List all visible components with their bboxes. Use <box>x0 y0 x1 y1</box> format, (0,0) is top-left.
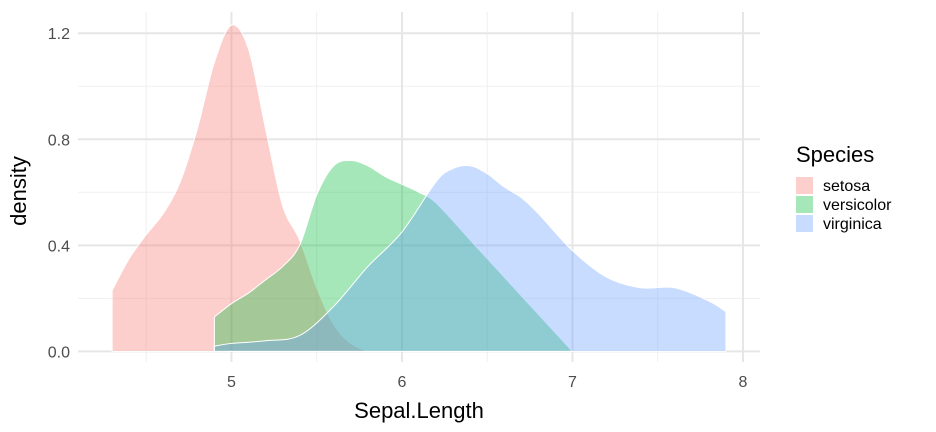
density-areas <box>111 24 727 352</box>
legend-key-virginica <box>796 215 813 232</box>
y-axis-title: density <box>6 156 31 226</box>
y-tick-label: 0.0 <box>48 344 70 361</box>
x-tick-label: 6 <box>397 374 406 391</box>
y-axis-tick-labels: 0.0 0.4 0.8 1.2 <box>48 26 70 361</box>
legend-key-setosa <box>796 177 813 194</box>
legend-items: setosa versicolor virginica <box>796 177 892 233</box>
x-tick-label: 7 <box>568 374 577 391</box>
x-axis-tick-labels: 5 6 7 8 <box>227 374 748 391</box>
legend-label-virginica: virginica <box>823 216 882 233</box>
legend-label-setosa: setosa <box>823 178 870 195</box>
legend-title: Species <box>796 142 874 167</box>
x-tick-label: 5 <box>227 374 236 391</box>
y-tick-label: 0.8 <box>48 132 70 149</box>
density-area-versicolor <box>213 159 574 352</box>
legend-key-versicolor <box>796 196 813 213</box>
legend: Species setosa versicolor virginica <box>796 142 892 233</box>
legend-label-versicolor: versicolor <box>823 197 892 214</box>
y-tick-label: 1.2 <box>48 26 70 43</box>
x-axis-title: Sepal.Length <box>354 398 484 423</box>
density-area-virginica <box>213 164 727 352</box>
x-tick-label: 8 <box>738 374 747 391</box>
y-tick-label: 0.4 <box>48 238 70 255</box>
